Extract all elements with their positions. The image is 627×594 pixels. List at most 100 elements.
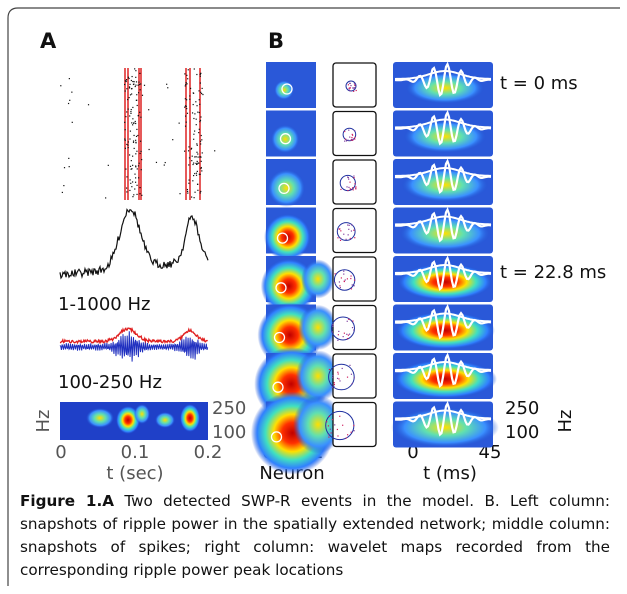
tick-label: 0.1 (121, 442, 150, 463)
spike (196, 144, 198, 146)
spike (141, 194, 143, 196)
spike (138, 81, 140, 83)
spike (132, 80, 134, 83)
spike-dot (351, 327, 354, 329)
power-blob (295, 350, 341, 402)
spike-dot (350, 431, 352, 433)
spectrogram-blob (155, 412, 175, 428)
spike (200, 156, 202, 158)
spike (148, 109, 150, 111)
spike-dot (348, 228, 350, 230)
spike (127, 146, 129, 149)
spike (124, 83, 126, 86)
spike-dot (343, 273, 345, 275)
spike (129, 115, 131, 117)
peak-marker (270, 431, 283, 443)
spike (133, 194, 135, 196)
spike-dot (347, 334, 350, 336)
spike (200, 143, 202, 145)
spike-dot (349, 82, 351, 84)
spike (124, 129, 126, 131)
wavelet-blob (395, 311, 495, 350)
spike (107, 164, 109, 166)
spike-dot (353, 377, 355, 379)
spike (132, 140, 135, 142)
spike (140, 116, 142, 118)
caption: Figure 1.A Two detected SWP-R events in … (20, 490, 610, 582)
spike (136, 128, 138, 131)
wavelet-envelope (394, 70, 491, 80)
spike-dot (339, 380, 341, 382)
spike-dot (333, 383, 336, 386)
spike (190, 147, 193, 149)
spike (194, 172, 196, 175)
spike (196, 143, 198, 145)
spike (166, 83, 168, 85)
spike-dot (347, 224, 349, 226)
axis-label: Hz (33, 410, 54, 433)
spike (129, 130, 132, 132)
spike-dot (348, 178, 350, 180)
spike-dot (353, 430, 355, 432)
band-label: 100-250 Hz (58, 372, 162, 393)
spike-dot (354, 84, 356, 87)
spike-dot (354, 138, 356, 140)
caption-label: Figure 1.A (20, 492, 114, 510)
spike (198, 90, 200, 92)
spike-dot (353, 90, 355, 92)
spike (191, 112, 194, 114)
power-blob (274, 80, 294, 100)
spike-circle (342, 127, 357, 142)
spike-circle (331, 316, 355, 341)
spike (186, 99, 188, 101)
spike-dot (345, 238, 347, 240)
spike-dot (334, 424, 336, 426)
wavelet-envelope (394, 312, 491, 323)
spike (202, 93, 204, 96)
spike-dot (355, 186, 357, 188)
spike-dot (351, 284, 353, 286)
spike (197, 162, 199, 164)
spike-dot (353, 83, 356, 85)
spike-map (332, 159, 377, 205)
spectrogram-blob (116, 406, 140, 434)
spike-dot (346, 376, 349, 378)
spike-dot (337, 334, 339, 336)
spike (193, 117, 195, 120)
spike (199, 192, 201, 194)
spike-dot (338, 330, 340, 333)
spike (125, 79, 128, 81)
spike (130, 168, 132, 170)
spike (68, 157, 70, 159)
spike-dot (349, 364, 351, 366)
spike-dot (340, 188, 342, 191)
spike (132, 118, 134, 120)
spike (126, 176, 128, 178)
spike (136, 184, 138, 186)
spike (130, 112, 132, 115)
spike (163, 164, 165, 166)
spike (105, 197, 107, 199)
axis-label: t (ms) (423, 463, 477, 484)
spike (130, 110, 132, 113)
axis-label: Hz (555, 410, 576, 433)
spike (186, 190, 189, 193)
spike-dot (331, 419, 334, 421)
spike-dot (337, 373, 339, 375)
spike-dot (332, 374, 334, 377)
spike (198, 128, 200, 130)
wavelet-envelope (394, 409, 491, 420)
spike-dot (354, 87, 356, 89)
spike (138, 177, 140, 179)
spike (128, 77, 130, 80)
spike-dot (354, 183, 356, 185)
tick-label: 250 (505, 398, 539, 419)
spike (127, 108, 129, 110)
spike (192, 163, 194, 166)
spike-dot (349, 90, 351, 92)
spike (67, 102, 70, 105)
spike-dot (350, 230, 353, 232)
spike (187, 78, 189, 80)
spike (129, 94, 132, 96)
